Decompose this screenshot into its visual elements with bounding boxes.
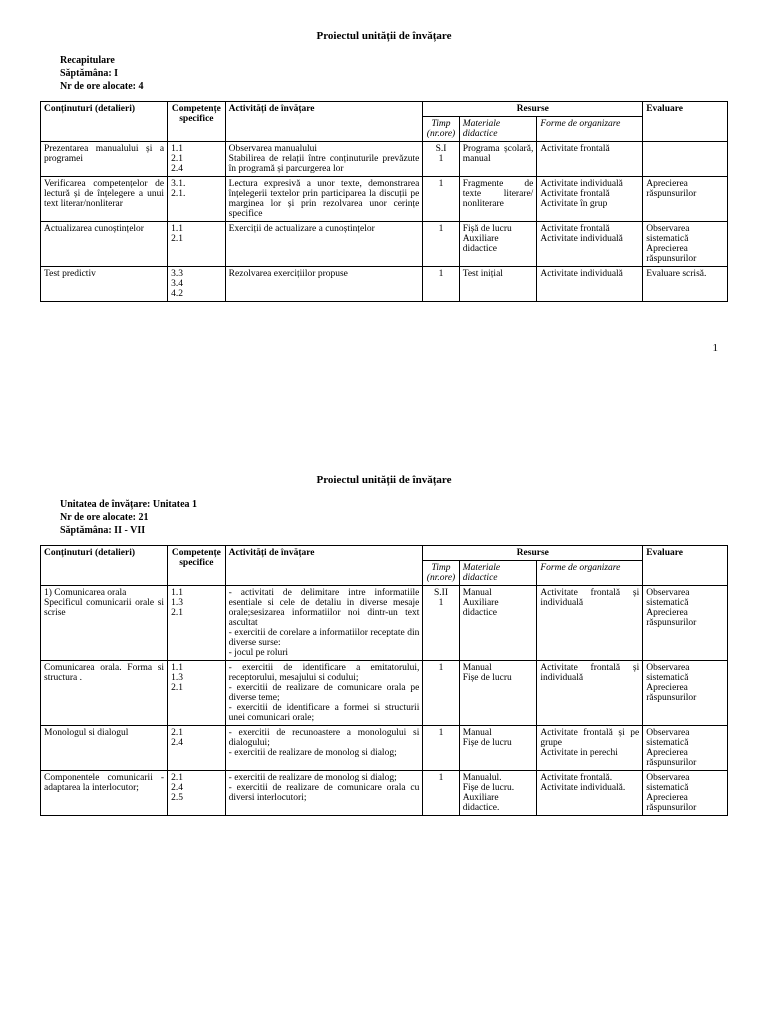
cell: Comunicarea orala. Forma si structura . [41, 661, 168, 726]
th2-competente: Competențe specifice [168, 546, 226, 586]
cell: Observarea sistematică Aprecierea răspun… [643, 661, 728, 726]
cell: S.I 1 [423, 142, 459, 177]
cell: 3.1. 2.1. [168, 177, 226, 222]
cell: Test inițial [459, 267, 537, 302]
table-2: Conținuturi (detalieri) Competențe speci… [40, 545, 728, 816]
page1-title: Proiectul unității de învățare [40, 30, 728, 42]
cell: - exercitii de identificare a emitatorul… [225, 661, 423, 726]
cell: Observarea sistematică Aprecierea răspun… [643, 726, 728, 771]
table2-header-row-1: Conținuturi (detalieri) Competențe speci… [41, 546, 728, 561]
th2-forme: Forme de organizare [537, 561, 643, 586]
page-number-1: 1 [40, 342, 718, 354]
meta-hours2: Nr de ore alocate: 21 [60, 511, 728, 524]
cell [643, 142, 728, 177]
meta-weeks2: Săptămâna: II - VII [60, 524, 728, 537]
table-row: Prezentarea manualului și a programei1.1… [41, 142, 728, 177]
cell: Activitate frontală și individuală [537, 661, 643, 726]
cell: Test predictiv [41, 267, 168, 302]
table-row: Actualizarea cunoștințelor1.1 2.1Exerciț… [41, 222, 728, 267]
page2-title: Proiectul unității de învățare [40, 474, 728, 486]
cell: Verificarea competențelor de lectură și … [41, 177, 168, 222]
meta-week: Săptămâna: I [60, 67, 728, 80]
cell: Activitate frontală. Activitate individu… [537, 771, 643, 816]
cell: 1.1 2.1 2.4 [168, 142, 226, 177]
cell: Rezolvarea exercițiilor propuse [225, 267, 423, 302]
cell: - activitati de delimitare intre informa… [225, 586, 423, 661]
th-evaluare: Evaluare [643, 102, 728, 142]
table-row: 1) Comunicarea orala Specificul comunica… [41, 586, 728, 661]
cell: 1) Comunicarea orala Specificul comunica… [41, 586, 168, 661]
cell: 1 [423, 771, 459, 816]
table-row: Componentele comunicarii - adaptarea la … [41, 771, 728, 816]
cell: 1 [423, 222, 459, 267]
cell: Activitate individuală [537, 267, 643, 302]
cell: 2.1 2.4 [168, 726, 226, 771]
cell: Componentele comunicarii - adaptarea la … [41, 771, 168, 816]
th-resurse: Resurse [423, 102, 643, 117]
cell: Programa școlară, manual [459, 142, 537, 177]
th2-continuturi: Conținuturi (detalieri) [41, 546, 168, 586]
page2-meta: Unitatea de învățare: Unitatea 1 Nr de o… [60, 498, 728, 537]
cell: 1 [423, 177, 459, 222]
cell: Evaluare scrisă. [643, 267, 728, 302]
cell: Manual Auxiliare didactice [459, 586, 537, 661]
cell: 1 [423, 267, 459, 302]
cell: - exercitii de recunoastere a monologulu… [225, 726, 423, 771]
th-timp: Timp (nr.ore) [423, 117, 459, 142]
cell: 1 [423, 661, 459, 726]
th-continuturi: Conținuturi (detalieri) [41, 102, 168, 142]
th2-evaluare: Evaluare [643, 546, 728, 586]
cell: - exercitii de realizare de monolog si d… [225, 771, 423, 816]
cell: Observarea sistematică Aprecierea răspun… [643, 586, 728, 661]
cell: 1.1 1.3 2.1 [168, 586, 226, 661]
cell: Observarea sistematică Aprecierea răspun… [643, 771, 728, 816]
page1-meta: Recapitulare Săptămâna: I Nr de ore aloc… [60, 54, 728, 93]
cell: Exerciții de actualizare a cunoștințelor [225, 222, 423, 267]
cell: Monologul si dialogul [41, 726, 168, 771]
th-forme: Forme de organizare [537, 117, 643, 142]
th-competente: Competențe specifice [168, 102, 226, 142]
cell: 1.1 1.3 2.1 [168, 661, 226, 726]
th2-timp: Timp (nr.ore) [423, 561, 459, 586]
table-row: Monologul si dialogul2.1 2.4- exercitii … [41, 726, 728, 771]
meta-recap: Recapitulare [60, 54, 728, 67]
cell: Activitate frontală Activitate individua… [537, 222, 643, 267]
cell: Manual Fișe de lucru [459, 726, 537, 771]
table-row: Test predictiv3.3 3.4 4.2Rezolvarea exer… [41, 267, 728, 302]
cell: Actualizarea cunoștințelor [41, 222, 168, 267]
th2-activitati: Activități de învățare [225, 546, 423, 586]
cell: 2.1 2.4 2.5 [168, 771, 226, 816]
cell: Activitate individuală Activitate fronta… [537, 177, 643, 222]
th2-resurse: Resurse [423, 546, 643, 561]
cell: Fragmente de texte literare/ nonliterare [459, 177, 537, 222]
cell: Aprecierea răspunsurilor [643, 177, 728, 222]
th2-materiale: Materiale didactice [459, 561, 537, 586]
cell: Manual Fișe de lucru [459, 661, 537, 726]
th-activitati: Activități de învățare [225, 102, 423, 142]
cell: Observarea sistematică Aprecierea răspun… [643, 222, 728, 267]
table-row: Comunicarea orala. Forma si structura .1… [41, 661, 728, 726]
cell: Prezentarea manualului și a programei [41, 142, 168, 177]
cell: Activitate frontală [537, 142, 643, 177]
cell: Lectura expresivă a unor texte, demonstr… [225, 177, 423, 222]
cell: S.II 1 [423, 586, 459, 661]
cell: 1.1 2.1 [168, 222, 226, 267]
cell: Fișă de lucru Auxiliare didactice [459, 222, 537, 267]
meta-unit: Unitatea de învățare: Unitatea 1 [60, 498, 728, 511]
cell: 1 [423, 726, 459, 771]
cell: 3.3 3.4 4.2 [168, 267, 226, 302]
table-header-row-1: Conținuturi (detalieri) Competențe speci… [41, 102, 728, 117]
cell: Activitate frontală și individuală [537, 586, 643, 661]
table-1: Conținuturi (detalieri) Competențe speci… [40, 101, 728, 302]
cell: Activitate frontală și pe grupe Activita… [537, 726, 643, 771]
meta-hours: Nr de ore alocate: 4 [60, 80, 728, 93]
table-row: Verificarea competențelor de lectură și … [41, 177, 728, 222]
th-materiale: Materiale didactice [459, 117, 537, 142]
cell: Manualul. Fișe de lucru. Auxiliare didac… [459, 771, 537, 816]
cell: Observarea manualului Stabilirea de rela… [225, 142, 423, 177]
